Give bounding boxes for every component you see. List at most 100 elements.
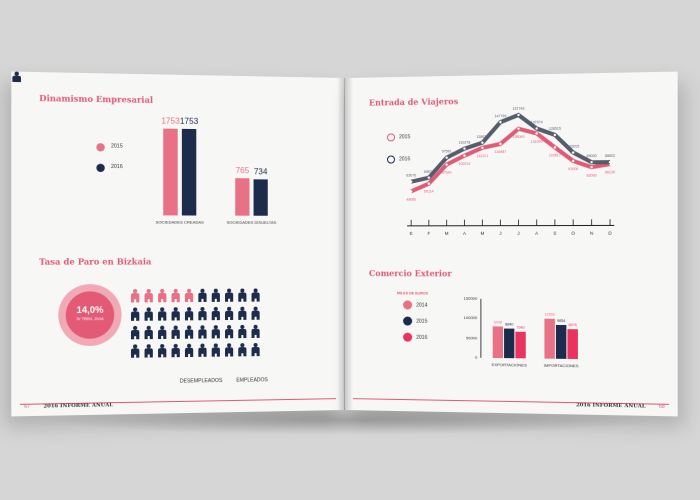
person-icon xyxy=(143,307,152,320)
person-icon xyxy=(157,344,166,357)
person-icon xyxy=(237,307,246,320)
employed-legend-icon xyxy=(11,72,344,78)
viajeros-value-label: 97581 xyxy=(442,149,452,153)
comercio-category-label: IMPORTACIONES xyxy=(534,363,588,369)
person-icon xyxy=(211,343,220,356)
comercio-bar xyxy=(493,326,503,358)
person-icon xyxy=(197,307,206,320)
dinamismo-value-label: 1753 xyxy=(179,117,200,126)
person-icon xyxy=(237,343,246,356)
person-icon xyxy=(184,307,193,320)
comercio-chart: 150000 100000 50000 0 9438 8840 7940 EXPORTACIO… xyxy=(446,289,601,382)
viajeros-value-label: 60114 xyxy=(424,190,434,194)
person-icon xyxy=(184,325,193,338)
person-icon xyxy=(197,344,206,357)
comercio-y-tick-label: 100000 xyxy=(446,315,478,320)
comercio-bar xyxy=(544,319,554,359)
person-icon xyxy=(237,289,246,302)
comercio-bar xyxy=(515,331,525,358)
person-icon xyxy=(130,326,139,339)
comercio-y-tick-label: 50000 xyxy=(446,335,478,340)
comercio-legend: 2014 2015 2016 xyxy=(403,300,444,361)
viajeros-month-label: M xyxy=(481,231,485,236)
person-icon xyxy=(184,289,193,302)
dinamismo-bar xyxy=(254,180,268,216)
viajeros-legend-2015-ring xyxy=(387,133,395,141)
viajeros-month-label: O xyxy=(571,231,575,236)
viajeros-point xyxy=(590,166,593,168)
person-icon xyxy=(237,325,246,338)
left-page: Dinamismo Empresarial 2015 2016 1753 1753… xyxy=(11,72,344,417)
person-icon xyxy=(224,307,233,320)
viajeros-value-label: 110617 xyxy=(549,154,561,158)
comercio-bar xyxy=(504,328,514,358)
dinamismo-chart: 1753 1753 SOCIEDADES CREADAS 765 734 SOCIEDAD… xyxy=(138,103,292,231)
viajeros-month-label: A xyxy=(463,231,466,236)
unemployed-legend-icon xyxy=(11,72,344,78)
person-icon xyxy=(211,307,220,320)
legend-2016-label: 2016 xyxy=(111,164,123,170)
dinamismo-category-label: SOCIEDADES CREADAS xyxy=(149,219,211,224)
viajeros-value-label: 138000 xyxy=(512,135,524,139)
viajeros-value-label: 100214 xyxy=(459,162,471,166)
viajeros-value-label: 116487 xyxy=(495,150,507,154)
viajeros-value-label: 49060 xyxy=(406,197,416,201)
viajeros-value-label: 103015 xyxy=(567,144,579,148)
page-number-left: 67 xyxy=(24,404,30,414)
person-icon xyxy=(211,325,220,338)
viajeros-series-line xyxy=(411,128,610,192)
viajeros-value-label: 86230 xyxy=(605,170,615,174)
viajeros-month-label: J xyxy=(517,231,519,236)
dinamismo-title: Dinamismo Empresarial xyxy=(39,93,153,105)
person-icon xyxy=(157,289,166,302)
comercio-unit-label: MILES DE EUROS xyxy=(397,291,428,295)
legend-unemployed-label: DESEMPLEADOS xyxy=(180,378,223,385)
person-icon xyxy=(170,344,179,357)
comercio-bar xyxy=(567,330,577,359)
viajeros-legend-2016-ring xyxy=(387,155,395,163)
legend-2015-label: 2015 xyxy=(111,143,123,149)
person-icon xyxy=(157,307,166,320)
comercio-value-label: 8576 xyxy=(565,323,580,327)
person-icon xyxy=(170,326,179,339)
book-gutter xyxy=(337,78,353,410)
footer-title-right: 2016 INFORME ANUAL xyxy=(576,402,646,414)
page-number-right: 68 xyxy=(659,404,665,414)
person-icon xyxy=(224,343,233,356)
person-icon xyxy=(143,326,152,339)
viajeros-value-label: 111221 xyxy=(477,154,488,158)
viajeros-value-label: 63076 xyxy=(406,174,416,178)
comercio-category-label: EXPORTACIONES xyxy=(482,362,536,368)
person-icon xyxy=(143,344,152,357)
comercio-y-axis xyxy=(480,299,481,358)
comercio-bar xyxy=(556,325,566,359)
comercio-y-tick-label: 0 xyxy=(446,354,478,359)
person-icon xyxy=(197,289,206,302)
person-icon xyxy=(130,289,139,302)
person-icon xyxy=(130,307,139,320)
dinamismo-bar xyxy=(163,129,177,216)
paro-title: Tasa de Paro en Bizkaia xyxy=(39,256,151,267)
paro-rate-sub: IV TRIM. 2016 xyxy=(66,316,115,322)
person-icon xyxy=(143,289,152,302)
person-icon xyxy=(250,325,259,338)
person-icon xyxy=(250,343,259,356)
comercio-title: Comercio Exterior xyxy=(369,268,452,278)
legend-employed-label: EMPLEADOS xyxy=(236,377,268,384)
dinamismo-bar xyxy=(182,129,196,216)
viajeros-value-label: 91000 xyxy=(568,167,578,171)
viajeros-point xyxy=(410,190,412,192)
viajeros-month-label: A xyxy=(535,231,538,236)
person-icon xyxy=(211,289,220,302)
paro-rate-circle: 14,0% IV TRIM. 2016 xyxy=(58,284,121,346)
viajeros-month-label: M xyxy=(445,231,449,236)
viajeros-value-label: 82000 xyxy=(586,173,596,177)
viajeros-value-label: 131000 xyxy=(531,139,543,143)
viajeros-value-label: 147799 xyxy=(494,114,506,118)
viajeros-point xyxy=(428,176,430,178)
viajeros-point xyxy=(590,161,593,163)
viajeros-value-label: 68874 xyxy=(424,169,434,173)
viajeros-value-label: 110278 xyxy=(459,140,471,144)
dinamismo-category-label: SOCIEDADES DISUELTAS xyxy=(221,220,282,225)
footer-title-left: 2016 INFORME ANUAL xyxy=(43,402,113,414)
